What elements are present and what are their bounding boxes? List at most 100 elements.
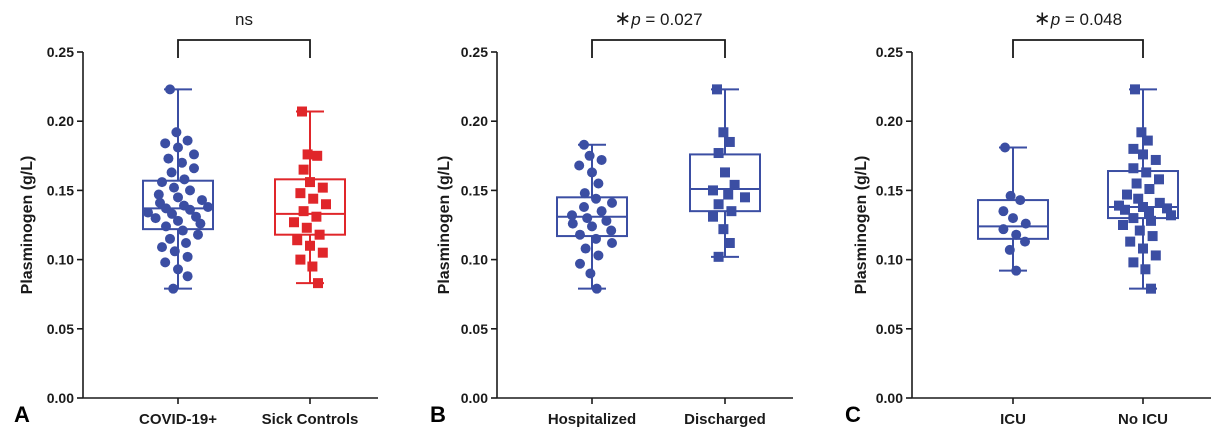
data-point bbox=[179, 174, 190, 185]
data-point bbox=[177, 225, 188, 236]
panel-letter: B bbox=[430, 402, 446, 427]
data-point bbox=[1138, 149, 1148, 160]
y-axis-title: Plasminogen (g/L) bbox=[19, 156, 36, 295]
data-point bbox=[157, 242, 167, 253]
y-axis-title: Plasminogen (g/L) bbox=[436, 156, 453, 295]
data-point bbox=[195, 218, 206, 229]
data-point bbox=[726, 206, 737, 217]
data-point bbox=[143, 207, 153, 218]
data-point bbox=[1128, 257, 1139, 268]
data-point bbox=[165, 84, 175, 95]
data-point bbox=[161, 221, 171, 232]
data-point bbox=[167, 208, 177, 219]
data-point bbox=[1142, 135, 1153, 146]
data-point bbox=[169, 246, 180, 257]
box-group-0 bbox=[142, 84, 214, 294]
data-point bbox=[712, 84, 722, 95]
data-point bbox=[297, 106, 307, 117]
data-point bbox=[317, 247, 328, 258]
data-point bbox=[1122, 189, 1132, 200]
box-group-1 bbox=[274, 106, 346, 289]
y-tick-label: 0.10 bbox=[876, 252, 903, 268]
data-point bbox=[203, 202, 213, 213]
data-point bbox=[308, 193, 319, 204]
data-point bbox=[607, 237, 617, 248]
data-point bbox=[1141, 167, 1152, 178]
significance-label: ns bbox=[235, 10, 253, 29]
y-tick-label: 0.05 bbox=[461, 321, 488, 337]
data-point bbox=[585, 268, 596, 279]
data-point bbox=[1162, 203, 1172, 214]
data-point bbox=[607, 197, 617, 208]
data-point bbox=[173, 264, 183, 275]
data-point bbox=[580, 243, 591, 254]
data-point bbox=[1120, 204, 1130, 215]
data-point bbox=[197, 195, 207, 206]
data-point bbox=[150, 213, 161, 224]
x-category-label: Discharged bbox=[684, 411, 766, 428]
data-point bbox=[579, 202, 589, 213]
y-tick-label: 0.00 bbox=[461, 390, 488, 406]
data-point bbox=[189, 149, 199, 160]
y-tick-label: 0.25 bbox=[461, 44, 488, 60]
data-point bbox=[295, 188, 306, 199]
data-point bbox=[579, 139, 589, 150]
data-point bbox=[1131, 178, 1142, 189]
box-group-1 bbox=[1107, 84, 1179, 294]
data-point bbox=[295, 254, 306, 265]
panel-c: 0.00 0.05 0.10 0.15 0.20 0.25 ICU No ICU Plasmin… bbox=[845, 8, 1211, 428]
data-point bbox=[313, 278, 323, 289]
data-point bbox=[1133, 193, 1144, 204]
significance-bracket bbox=[177, 39, 311, 58]
y-tick-label: 0.15 bbox=[876, 182, 903, 198]
y-tick-label: 0.10 bbox=[461, 252, 488, 268]
data-point bbox=[740, 192, 750, 203]
data-point bbox=[601, 215, 612, 226]
data-point bbox=[168, 283, 179, 294]
data-point bbox=[587, 167, 597, 178]
data-point bbox=[1150, 250, 1161, 261]
data-point bbox=[713, 199, 724, 210]
data-point bbox=[182, 251, 193, 262]
data-point bbox=[575, 229, 585, 240]
data-point bbox=[1008, 213, 1018, 224]
data-point bbox=[189, 163, 199, 174]
data-point bbox=[1138, 202, 1148, 213]
y-tick-label: 0.20 bbox=[461, 113, 488, 129]
data-point bbox=[591, 233, 601, 244]
data-point bbox=[1138, 243, 1148, 254]
y-tick-label: 0.25 bbox=[876, 44, 903, 60]
data-point bbox=[166, 167, 177, 178]
data-point bbox=[998, 206, 1009, 217]
significance-label: ∗p = 0.027 bbox=[614, 8, 702, 30]
significance-label: ∗p = 0.048 bbox=[1034, 8, 1122, 30]
x-category-label: No ICU bbox=[1118, 411, 1168, 428]
significance-value: = 0.048 bbox=[1060, 10, 1122, 29]
data-point bbox=[1140, 264, 1151, 275]
data-point bbox=[171, 127, 182, 138]
data-point bbox=[193, 229, 203, 240]
data-point bbox=[160, 257, 171, 268]
data-point bbox=[305, 240, 315, 251]
data-point bbox=[708, 185, 718, 196]
data-point bbox=[298, 164, 309, 175]
data-point bbox=[567, 210, 577, 221]
data-point bbox=[311, 211, 322, 222]
data-point bbox=[165, 233, 175, 244]
data-point bbox=[1011, 229, 1022, 240]
panel-letter: C bbox=[845, 402, 861, 427]
data-point bbox=[1015, 195, 1026, 206]
panel-a: 0.00 0.05 0.10 0.15 0.20 0.25 COVID-19+ Sick Co… bbox=[14, 10, 378, 428]
data-point bbox=[1136, 127, 1147, 138]
y-tick-label: 0.15 bbox=[47, 182, 74, 198]
y-tick-label: 0.00 bbox=[47, 390, 74, 406]
data-point bbox=[1020, 218, 1031, 229]
data-point bbox=[298, 206, 309, 217]
data-point bbox=[1144, 184, 1155, 195]
data-point bbox=[163, 153, 174, 164]
panel-letter: A bbox=[14, 402, 30, 427]
data-point bbox=[182, 135, 193, 146]
data-point bbox=[292, 235, 303, 246]
data-point bbox=[718, 127, 729, 138]
